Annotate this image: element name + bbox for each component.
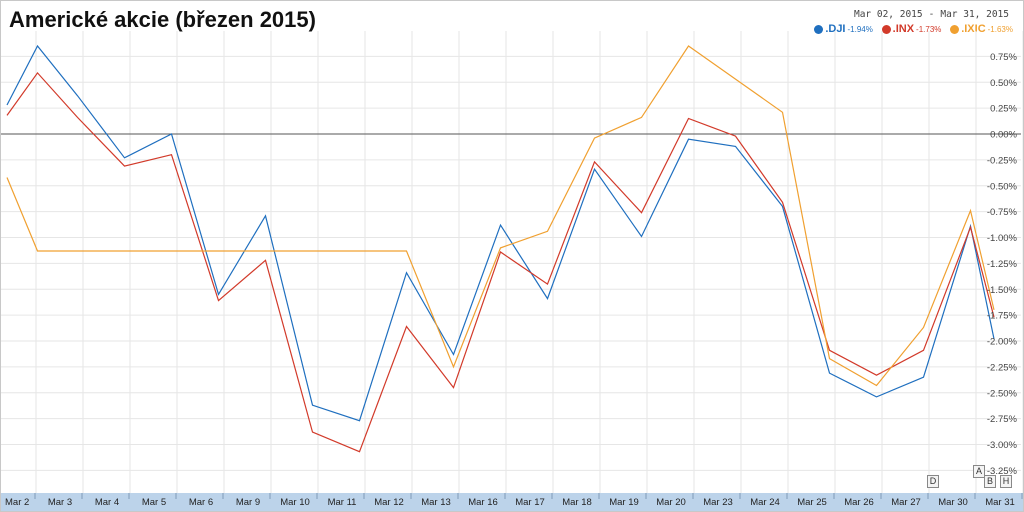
y-tick-label: -0.75%	[987, 207, 1018, 218]
x-tick-label: Mar 9	[236, 497, 260, 508]
x-tick-label: Mar 17	[515, 497, 545, 508]
y-tick-label: -1.25%	[987, 259, 1018, 270]
x-tick-label: Mar 2	[5, 497, 29, 508]
legend-change: -1.94%	[847, 24, 873, 34]
x-tick-label: Mar 6	[189, 497, 213, 508]
x-tick-label: Mar 31	[985, 497, 1015, 508]
date-from: Mar 02, 2015	[853, 9, 923, 20]
x-tick-label: Mar 11	[328, 497, 357, 508]
y-tick-label: -2.50%	[987, 388, 1018, 399]
y-tick-label: 0.50%	[990, 78, 1017, 89]
legend-name: .INX	[892, 23, 915, 35]
legend-name: .IXIC	[961, 23, 986, 35]
ctrl-a-button[interactable]: A	[973, 465, 985, 478]
y-tick-label: 0.00%	[990, 130, 1017, 141]
legend-dot-icon	[950, 24, 960, 34]
y-tick-label: 0.25%	[990, 104, 1017, 115]
x-tick-label: Mar 3	[48, 497, 72, 508]
y-tick-label: -0.25%	[987, 155, 1018, 166]
x-tick-label: Mar 26	[844, 497, 874, 508]
y-tick-label: -1.50%	[987, 285, 1018, 296]
series-line-inx	[6, 71, 995, 453]
x-tick-label: Mar 18	[562, 497, 592, 508]
legend-dot-icon	[814, 24, 824, 34]
x-tick-label: Mar 10	[280, 497, 310, 508]
y-tick-labels: 0.75% 0.50% 0.25% 0.00% -0.25% -0.50% -0.75% -1…	[987, 52, 1018, 477]
grid-layer	[1, 31, 1023, 493]
series-layer	[6, 44, 995, 453]
legend-change: -1.63%	[987, 24, 1013, 34]
ctrl-h-button[interactable]: H	[1000, 475, 1012, 488]
legend-item-dji[interactable]: .DJI -1.94%	[814, 23, 873, 35]
series-line-dji	[6, 44, 995, 422]
x-tick-label: Mar 24	[750, 497, 780, 508]
legend-change: -1.73%	[916, 24, 942, 34]
y-tick-label: -1.00%	[987, 233, 1018, 244]
x-tick-label: Mar 19	[609, 497, 639, 508]
ctrl-b-button[interactable]: B	[984, 475, 996, 488]
chart-title: Americké akcie (březen 2015)	[9, 7, 316, 32]
legend-dot-icon	[881, 24, 891, 34]
y-tick-label: -2.25%	[987, 362, 1018, 373]
y-tick-label: 0.75%	[990, 52, 1017, 63]
x-tick-label: Mar 23	[703, 497, 733, 508]
x-tick-label: Mar 20	[656, 497, 686, 508]
x-tick-label: Mar 30	[938, 497, 968, 508]
y-tick-label: -0.50%	[987, 181, 1018, 192]
date-separator: -	[928, 9, 935, 20]
y-tick-label: -2.75%	[987, 414, 1018, 425]
legend-item-ixic[interactable]: .IXIC -1.63%	[950, 23, 1013, 35]
y-tick-label: -2.00%	[987, 337, 1018, 348]
x-tick-label: Mar 25	[797, 497, 827, 508]
legend-name: .DJI	[825, 23, 846, 35]
series-line-ixic	[6, 45, 995, 387]
x-tick-label: Mar 27	[891, 497, 921, 508]
x-tick-label: Mar 13	[421, 497, 451, 508]
ctrl-d-button[interactable]: D	[927, 475, 939, 488]
x-axis-background	[1, 493, 1023, 511]
date-range: Mar 02, 2015- Mar 31, 2015	[854, 9, 1009, 20]
y-tick-label: -1.75%	[987, 311, 1018, 322]
x-tick-label: Mar 16	[468, 497, 498, 508]
x-axis-bar: Mar 2 Mar 3 Mar 4 Mar 5 Mar 6 Mar 9 Mar 10 Mar …	[1, 493, 1023, 511]
x-tick-label: Mar 5	[142, 497, 166, 508]
x-tick-label: Mar 4	[95, 497, 119, 508]
legend-item-inx[interactable]: .INX -1.73%	[881, 23, 942, 35]
y-tick-label: -3.00%	[987, 440, 1018, 451]
x-tick-label: Mar 12	[374, 497, 404, 508]
date-to: Mar 31, 2015	[940, 9, 1009, 20]
y-tick-label: -3.25%	[987, 466, 1018, 477]
legend: .DJI -1.94% .INX -1.73% .IXIC -1.63%	[808, 23, 1013, 37]
